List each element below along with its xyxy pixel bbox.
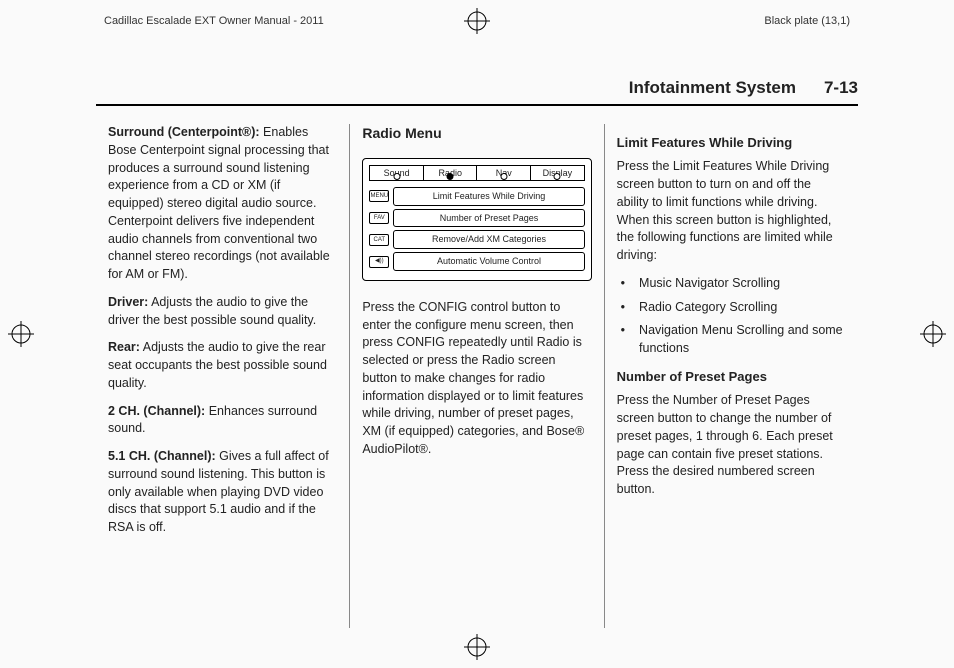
crop-mark-left bbox=[8, 321, 34, 347]
tab-radio: Radio bbox=[424, 165, 478, 181]
para-surround: Surround (Centerpoint®): Enables Bose Ce… bbox=[108, 124, 337, 284]
para-rear: Rear: Adjusts the audio to give the rear… bbox=[108, 339, 337, 392]
bullet-0: Music Navigator Scrolling bbox=[617, 275, 846, 293]
heading-preset-pages: Number of Preset Pages bbox=[617, 368, 846, 386]
illus-row-3: ◀)) Automatic Volume Control bbox=[369, 252, 584, 271]
crop-mark-right bbox=[920, 321, 946, 347]
tab-display: Display bbox=[531, 165, 585, 181]
header-right: Black plate (13,1) bbox=[764, 15, 850, 27]
row2-icon: CAT bbox=[369, 234, 389, 246]
para-driver: Driver: Adjusts the audio to give the dr… bbox=[108, 294, 337, 330]
bullet-0-text: Music Navigator Scrolling bbox=[639, 275, 780, 293]
row3-label: Automatic Volume Control bbox=[393, 252, 584, 271]
text-surround: Enables Bose Centerpoint signal processi… bbox=[108, 125, 330, 281]
radio-menu-illustration: Sound Radio Nav Display MENU Limit Featur… bbox=[362, 158, 591, 281]
text-rear: Adjusts the audio to give the rear seat … bbox=[108, 340, 327, 390]
lead-2ch: 2 CH. (Channel): bbox=[108, 404, 205, 418]
bullet-1: Radio Category Scrolling bbox=[617, 299, 846, 317]
column-3: Limit Features While Driving Press the L… bbox=[605, 124, 858, 628]
tab-display-label: Display bbox=[531, 167, 584, 177]
illus-tabs: Sound Radio Nav Display bbox=[369, 165, 584, 181]
para-preset-pages: Press the Number of Preset Pages screen … bbox=[617, 392, 846, 499]
page-title-row: Infotainment System 7-13 bbox=[96, 78, 858, 106]
row1-label: Number of Preset Pages bbox=[393, 209, 584, 228]
column-1: Surround (Centerpoint®): Enables Bose Ce… bbox=[96, 124, 350, 628]
bullet-2-text: Navigation Menu Scrolling and some funct… bbox=[639, 322, 846, 358]
illus-row-1: FAV Number of Preset Pages bbox=[369, 209, 584, 228]
heading-limit-features: Limit Features While Driving bbox=[617, 134, 846, 152]
para-51ch: 5.1 CH. (Channel): Gives a full affect o… bbox=[108, 448, 337, 537]
lead-surround: Surround (Centerpoint®): bbox=[108, 125, 260, 139]
row0-label: Limit Features While Driving bbox=[393, 187, 584, 206]
lead-driver: Driver: bbox=[108, 295, 148, 309]
tab-nav-label: Nav bbox=[477, 167, 530, 177]
print-header: Cadillac Escalade EXT Owner Manual - 201… bbox=[104, 15, 850, 27]
illus-row-2: CAT Remove/Add XM Categories bbox=[369, 230, 584, 249]
bullet-1-text: Radio Category Scrolling bbox=[639, 299, 777, 317]
heading-radio-menu: Radio Menu bbox=[362, 124, 591, 144]
tab-radio-label: Radio bbox=[424, 167, 477, 177]
column-2: Radio Menu Sound Radio Nav Display MENU L… bbox=[350, 124, 604, 628]
para-radio-body: Press the CONFIG control button to enter… bbox=[362, 299, 591, 459]
lead-51ch: 5.1 CH. (Channel): bbox=[108, 449, 216, 463]
tab-sound-label: Sound bbox=[370, 167, 423, 177]
illus-row-0: MENU Limit Features While Driving bbox=[369, 187, 584, 206]
row0-icon: MENU bbox=[369, 190, 389, 202]
row2-label: Remove/Add XM Categories bbox=[393, 230, 584, 249]
crop-mark-bottom bbox=[464, 634, 490, 660]
header-left: Cadillac Escalade EXT Owner Manual - 201… bbox=[104, 15, 324, 27]
para-2ch: 2 CH. (Channel): Enhances surround sound… bbox=[108, 403, 337, 439]
para-limit-features: Press the Limit Features While Driving s… bbox=[617, 158, 846, 265]
tab-nav: Nav bbox=[477, 165, 531, 181]
row1-icon: FAV bbox=[369, 212, 389, 224]
bullet-list: Music Navigator Scrolling Radio Category… bbox=[617, 275, 846, 358]
row3-icon: ◀)) bbox=[369, 256, 389, 268]
tab-sound: Sound bbox=[369, 165, 424, 181]
section-title: Infotainment System bbox=[629, 78, 796, 98]
page-number: 7-13 bbox=[824, 78, 858, 98]
bullet-2: Navigation Menu Scrolling and some funct… bbox=[617, 322, 846, 358]
lead-rear: Rear: bbox=[108, 340, 140, 354]
